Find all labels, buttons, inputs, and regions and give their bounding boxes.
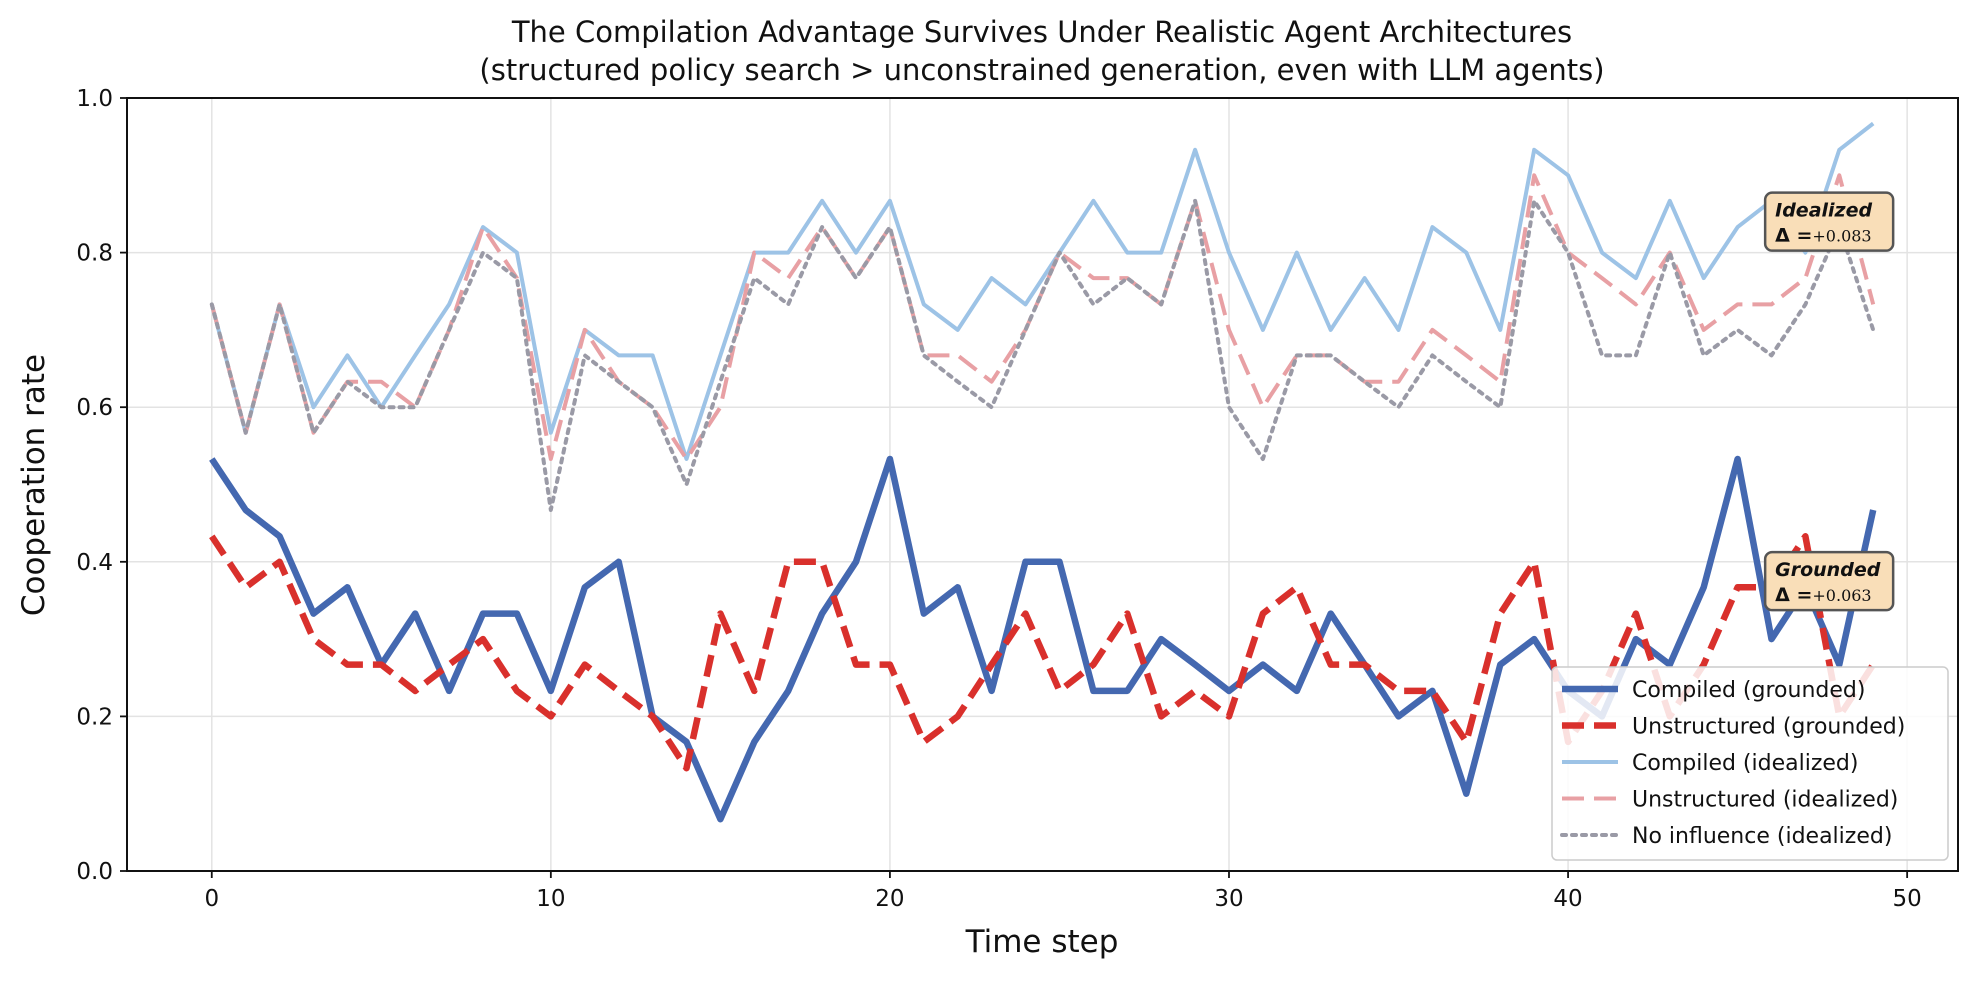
y-tick-label: 1.0 — [76, 86, 113, 112]
legend-label: Compiled (grounded) — [1632, 678, 1865, 703]
annotation-delta: Δ =+0.083 — [1775, 225, 1871, 247]
chart-title: The Compilation Advantage Survives Under… — [511, 15, 1572, 49]
annotation-box — [1763, 191, 1895, 252]
axis-ticks: 0 10 20 30 40 50 0.0 0.2 0.4 0.6 0.8 1.0 — [76, 86, 1921, 912]
y-tick-label: 0.0 — [76, 859, 113, 885]
y-tick-label: 0.8 — [76, 241, 113, 267]
legend-item-unstructured-grounded: Unstructured (grounded) — [1562, 715, 1905, 740]
y-tick-label: 0.4 — [76, 550, 113, 576]
x-tick-label: 30 — [1214, 886, 1243, 912]
y-tick-label: 0.2 — [76, 704, 113, 730]
annotation-box — [1763, 550, 1895, 612]
x-tick-label: 10 — [536, 886, 565, 912]
x-axis-label: Time step — [965, 924, 1119, 960]
legend-box — [1551, 666, 1949, 861]
legend-label: Unstructured (grounded) — [1632, 715, 1905, 740]
legend-item-compiled-grounded: Compiled (grounded) — [1562, 678, 1865, 703]
annotation-idealized: Idealized Δ =+0.083 — [1763, 191, 1895, 252]
x-tick-label: 0 — [204, 886, 219, 912]
annotation-grounded: Grounded Δ =+0.063 — [1763, 550, 1895, 612]
annotations: Idealized Δ =+0.083 Grounded Δ =+0.063 — [1763, 191, 1895, 612]
legend-label: Unstructured (idealized) — [1632, 788, 1898, 813]
x-tick-label: 20 — [875, 886, 904, 912]
legend-item-compiled-idealized: Compiled (idealized) — [1562, 751, 1858, 776]
y-tick-label: 0.6 — [76, 395, 113, 421]
legend-label: Compiled (idealized) — [1632, 751, 1858, 776]
chart-subtitle: (structured policy search > unconstraine… — [479, 53, 1604, 87]
annotation-delta: Δ =+0.063 — [1775, 584, 1871, 606]
y-axis-label: Cooperation rate — [16, 354, 52, 616]
legend: Compiled (grounded) Unstructured (grounde… — [1551, 666, 1949, 861]
x-tick-label: 50 — [1892, 886, 1921, 912]
x-tick-label: 40 — [1553, 886, 1582, 912]
series-line-no-influence-idealized — [209, 198, 1876, 512]
series-line-compiled-idealized — [209, 121, 1875, 461]
legend-item-no-influence-idealized: No influence (idealized) — [1560, 824, 1892, 849]
plot-area-frame — [126, 97, 1959, 872]
legend-item-unstructured-idealized: Unstructured (idealized) — [1562, 788, 1898, 813]
legend-label: No influence (idealized) — [1632, 824, 1892, 849]
annotation-label: Grounded — [1775, 559, 1881, 581]
annotation-label: Idealized — [1775, 200, 1872, 222]
